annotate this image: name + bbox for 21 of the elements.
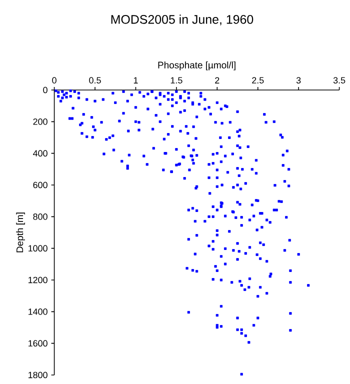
y-tick-label: 1800 — [28, 372, 48, 378]
x-tick-label: 3 — [296, 77, 301, 84]
x-tick-label: 2.5 — [252, 77, 264, 84]
x-tick-label: 3.5 — [333, 77, 346, 84]
chart-title: MODS2005 in June, 1960 — [111, 14, 254, 26]
x-tick-label: 1 — [134, 77, 138, 84]
y-tick-label: 1400 — [28, 308, 48, 315]
y-tick-label: 200 — [33, 118, 48, 125]
x-axis-title: Phosphate [µmol/l] — [158, 61, 236, 70]
y-tick-label: 400 — [33, 150, 48, 157]
x-tick-label: 2 — [215, 77, 220, 84]
y-tick-label: 600 — [33, 182, 48, 188]
x-tick-label: 0.5 — [89, 77, 101, 84]
y-tick-label: 1200 — [28, 276, 48, 284]
y-axis-title: Depth [m] — [16, 212, 25, 252]
y-tick-label: 1600 — [28, 340, 48, 347]
y-tick-label: 0 — [43, 86, 48, 94]
x-tick-label: 1.5 — [170, 77, 182, 84]
x-tick-label: 0 — [52, 77, 56, 84]
y-tick-label: 800 — [33, 213, 48, 220]
y-tick-label: 1000 — [28, 245, 48, 252]
